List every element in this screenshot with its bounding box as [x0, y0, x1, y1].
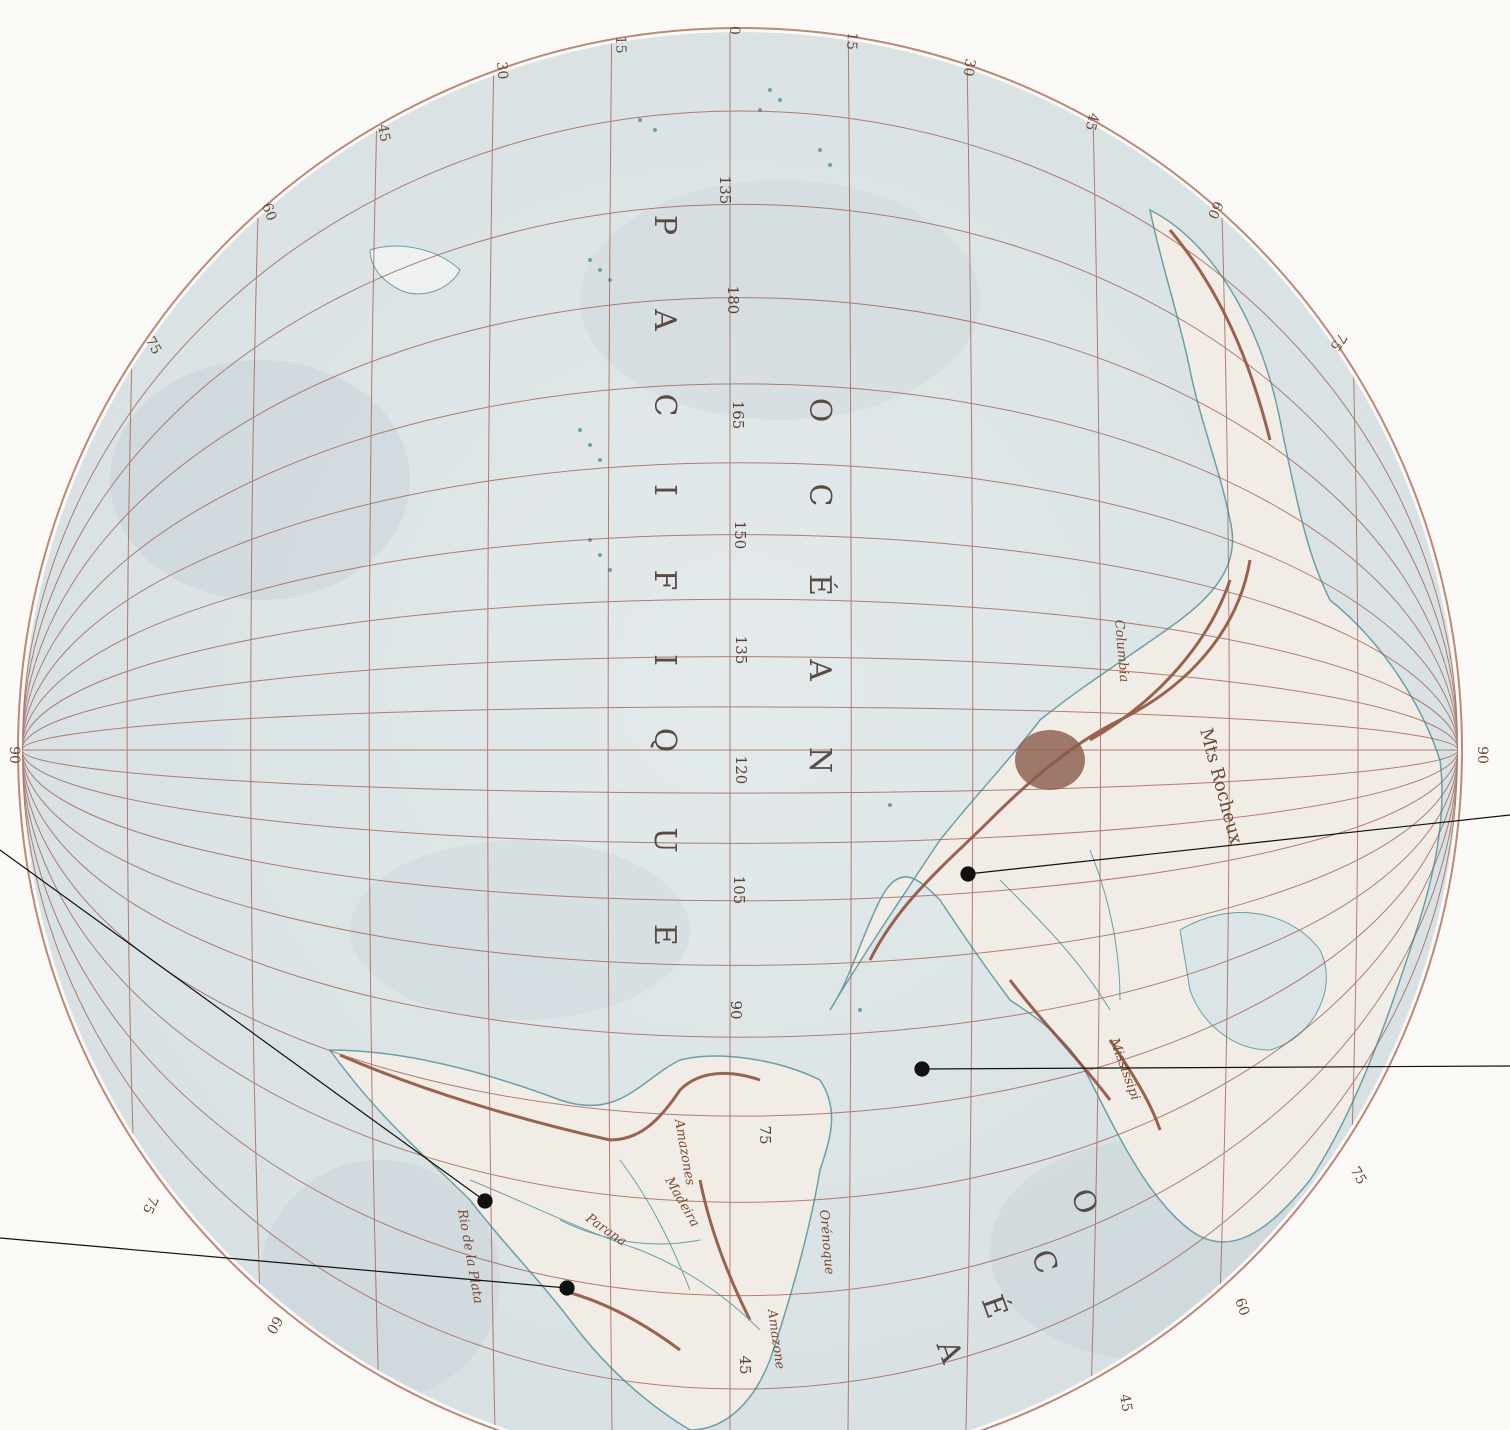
- rim-label: 45: [1116, 1393, 1135, 1413]
- longitude-label: 105: [730, 876, 748, 905]
- ocean-name-letter-2: A: [647, 308, 682, 331]
- rim-label: 45: [1082, 111, 1102, 132]
- ocean-name-letter-4: I: [647, 484, 682, 496]
- meridian-line: [22, 383, 1458, 1117]
- rim-label: 60: [1231, 1296, 1252, 1318]
- meridian-line: [22, 534, 1458, 966]
- highland-mass: [1015, 730, 1085, 790]
- longitude-label: 165: [729, 401, 747, 430]
- inland-water: [1179, 912, 1327, 1051]
- pointer-dot-andes-south[interactable]: [559, 1280, 575, 1296]
- andes-mountains: [339, 1053, 761, 1352]
- ocean-letter-2: C: [802, 484, 837, 507]
- longitude-label: 135: [716, 176, 734, 205]
- rim-labels: 90 90 75 60 45 30 15 0 15 30 45 60 75 60…: [6, 26, 1490, 1413]
- rim-label: 30: [493, 61, 510, 80]
- pointer-line-andes-south: [0, 1237, 568, 1289]
- ocean-letter-3: É: [802, 574, 838, 596]
- ocean-letter-5: N: [802, 747, 837, 773]
- meridian-line: [22, 203, 1458, 1297]
- longitude-label: 90: [727, 1000, 745, 1019]
- rim-label: 15: [843, 32, 860, 51]
- parallel-line: [607, 32, 613, 1430]
- pacific-islands: [369, 88, 892, 1012]
- rim-label: 15: [612, 36, 629, 54]
- longitude-labels: 135 180 165 150 135 120 105 90 75 45: [716, 176, 774, 1375]
- ocean-name-letter-3: C: [647, 394, 682, 417]
- ocean-name-letter-8: U: [647, 827, 682, 852]
- parallel-line: [965, 32, 974, 1430]
- parallel-line: [1089, 32, 1101, 1430]
- meridian-line: [22, 462, 1458, 1038]
- rim-label: 60: [263, 1313, 286, 1336]
- meridian-line: [22, 656, 1458, 844]
- annotation-pointers[interactable]: [0, 814, 1510, 1296]
- meridian-line: [22, 598, 1458, 902]
- place-columbia: Columbia: [1111, 619, 1131, 683]
- pointer-line-caribbean: [921, 1065, 1510, 1070]
- pointer-dot-caribbean[interactable]: [914, 1061, 930, 1077]
- ocean-name-letter-7: Q: [647, 728, 682, 753]
- rim-label: 45: [374, 123, 393, 143]
- pointer-line-andes-north: [0, 849, 486, 1202]
- ocean-name-letter-1: P: [647, 215, 682, 235]
- ocean-name-letter-9: E: [647, 924, 682, 946]
- parallel-line: [1214, 32, 1230, 1430]
- ocean-name-letter-5: F: [647, 570, 682, 591]
- parallel-line: [847, 32, 852, 1430]
- globe-outer-rim: [17, 27, 1463, 1430]
- ocean-letter-4: A: [802, 658, 837, 681]
- pointer-dot-rocky-mountains[interactable]: [960, 866, 976, 882]
- parallel-line: [250, 32, 266, 1430]
- rim-label: 30: [960, 57, 978, 77]
- rim-label-right-pole: 90: [1474, 746, 1490, 764]
- rim-label: 60: [258, 201, 279, 223]
- rim-label-left-pole: 90: [6, 746, 22, 764]
- longitude-label: 135: [732, 636, 750, 665]
- longitude-label: 180: [724, 286, 742, 315]
- pointer-line-rocky-mountains: [967, 814, 1510, 875]
- pointer-dot-andes-north[interactable]: [477, 1193, 493, 1209]
- ocean-title: O C É A N: [802, 398, 838, 773]
- longitude-label: 150: [731, 521, 749, 550]
- south-america-landmass: [328, 1049, 833, 1430]
- ocean-name: P A C I F I Q U E: [647, 215, 682, 946]
- parallel-line: [368, 32, 381, 1430]
- meridian-line: [22, 297, 1458, 1203]
- longitude-label: 45: [736, 1355, 754, 1374]
- longitude-label: 75: [756, 1125, 774, 1144]
- rim-label: 60: [1204, 198, 1226, 221]
- rim-label: 75: [1347, 1164, 1370, 1187]
- place-orenoque: Orénoque: [816, 1209, 837, 1276]
- rim-label: 75: [139, 1193, 161, 1216]
- meridian-line: [22, 110, 1458, 1390]
- rim-label: 75: [142, 334, 165, 357]
- ocean-letter-1: O: [802, 398, 837, 423]
- parallel-line: [487, 32, 496, 1430]
- longitude-label: 120: [732, 756, 750, 785]
- meridian-line: [22, 706, 1458, 794]
- rim-label: 0: [726, 26, 742, 35]
- ocean-name-letter-6: I: [647, 654, 682, 666]
